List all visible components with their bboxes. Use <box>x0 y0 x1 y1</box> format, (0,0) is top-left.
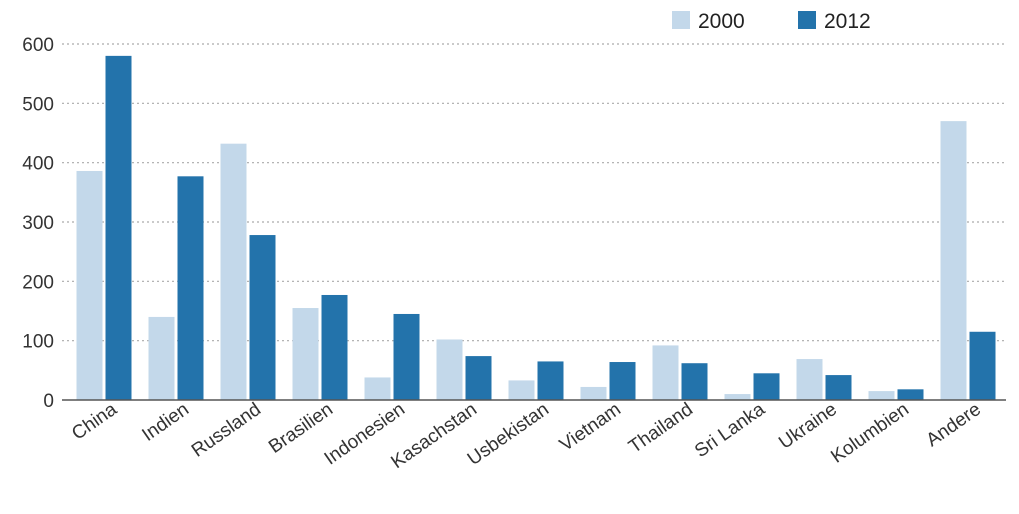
x-tick-label: China <box>68 399 121 445</box>
bar-2012 <box>897 389 924 400</box>
bar-2012 <box>537 361 564 400</box>
x-tick-label: Sri Lanka <box>691 399 769 462</box>
legend-label: 2012 <box>824 10 871 33</box>
bar-2012 <box>177 176 204 400</box>
x-tick-label: Andere <box>923 399 985 451</box>
legend-swatch-2012 <box>798 11 816 29</box>
x-tick-label: Usbekistan <box>464 399 553 470</box>
bar-2012 <box>609 362 636 400</box>
legend: 2000 2012 <box>672 10 871 33</box>
bar-2000 <box>940 121 967 400</box>
y-tick-label: 100 <box>22 332 54 353</box>
y-tick-label: 300 <box>22 213 54 234</box>
x-tick-label: Thailand <box>625 399 697 458</box>
bar-2000 <box>724 394 751 400</box>
bar-2000 <box>580 386 607 400</box>
bar-2000 <box>508 380 535 400</box>
bar-2000 <box>364 377 391 400</box>
legend-swatch-2000 <box>672 11 690 29</box>
x-tick-label: Kolumbien <box>827 399 913 468</box>
y-tick-label: 600 <box>22 35 54 56</box>
x-tick-label: Russland <box>188 399 265 462</box>
bar-2000 <box>652 345 679 400</box>
bar-2000 <box>220 143 247 400</box>
bar-2012 <box>753 373 780 400</box>
bar-2012 <box>249 235 276 400</box>
bar-2012 <box>969 331 996 400</box>
bar-2012 <box>321 294 348 400</box>
bar-2000 <box>148 316 175 400</box>
bar-2012 <box>393 313 420 400</box>
bar-2000 <box>292 308 319 400</box>
bars <box>76 55 996 400</box>
bar-2012 <box>681 363 708 400</box>
bar-2000 <box>868 391 895 400</box>
bar-2012 <box>825 375 852 400</box>
gridlines <box>62 43 1006 342</box>
bar-2000 <box>76 170 103 400</box>
x-tick-label: Vietnam <box>556 399 625 456</box>
bar-2000 <box>436 339 463 400</box>
y-tick-label: 200 <box>22 272 54 293</box>
legend-label: 2000 <box>698 10 745 33</box>
x-tick-label: Ukraine <box>775 399 841 454</box>
y-tick-label: 500 <box>22 94 54 115</box>
bar-2012 <box>105 55 132 400</box>
x-tick-label: Indien <box>138 399 192 446</box>
y-tick-label: 0 <box>43 391 54 412</box>
bar-2000 <box>796 359 823 400</box>
bar-2012 <box>465 356 492 400</box>
y-axis: 0 100 200 300 400 500 600 <box>22 35 54 412</box>
y-tick-label: 400 <box>22 154 54 175</box>
